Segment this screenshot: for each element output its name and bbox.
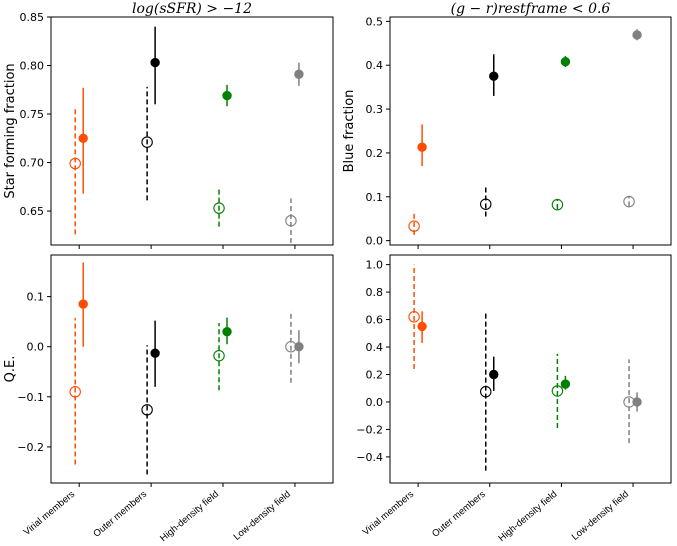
open-marker [141,136,153,148]
y-tick-label: 0.0 [366,396,384,409]
filled-marker [632,30,642,40]
y-tick-label: −0.2 [17,441,44,454]
filled-marker [560,379,571,389]
y-tick-label: 0.75 [20,108,45,121]
open-marker [213,202,225,214]
plot-frame [50,16,334,246]
y-tick-label: 0.5 [366,15,384,28]
y-tick-label: 0.2 [366,147,384,160]
filled-marker [560,57,571,67]
open-marker [551,198,564,211]
open-marker [69,157,81,170]
panel-top-left: 0.65 0.70 0.75 0.80 0.85 Star forming fractio… [3,1,334,249]
panel-bottom-right: −0.4 −0.2 0.0 0.2 0.4 0.6 0.8 1.0 Virial members… [356,254,672,544]
x-category-label: Outer members [430,489,488,540]
y-tick-label: −0.4 [356,451,383,464]
open-marker [408,311,420,323]
filled-marker [294,342,304,352]
y-tick-label: 0.80 [20,60,45,73]
x-category-label: Virial members [22,489,78,538]
open-marker [141,404,153,416]
y-tick-label: 0.65 [20,205,45,218]
y-tick-label: 0.8 [366,286,384,299]
y-tick-label: −0.1 [17,391,44,404]
filled-marker [417,142,427,152]
plot-frame [389,254,672,484]
y-tick-label: 0.4 [366,341,384,354]
y-tick-label: 0.1 [27,291,45,304]
panel-top-right: 0.0 0.1 0.2 0.3 0.4 0.5 Blue fraction (g − r)re… [342,1,672,249]
y-tick-label: 0.4 [366,59,384,72]
open-marker [408,220,420,232]
x-category-label: Low-density field [570,489,631,543]
open-marker [285,214,297,227]
y-tick-label: 0.0 [366,235,384,248]
open-marker [213,349,225,362]
open-marker [623,195,635,208]
y-tick-label: 0.6 [366,314,384,327]
panel-bottom-left: −0.2 −0.1 0.0 0.1 Virial members Outer member… [3,254,334,544]
y-tick-label: 0.2 [366,368,384,381]
filled-marker [417,321,427,332]
x-category-label: Low-density field [232,489,293,543]
open-marker [480,385,492,398]
filled-marker [78,299,88,309]
chart-title: (g − r)restframe < 0.6 [451,1,611,17]
x-category-label: High-density field [158,489,221,544]
y-tick-label: 0.70 [20,157,45,170]
x-category-label: High-density field [496,489,559,544]
filled-marker [150,348,160,358]
chart-title: log(sSFR) > −12 [132,1,252,17]
y-axis-label: Q.E. [3,356,18,383]
y-tick-label: 1.0 [366,259,384,272]
plot-frame [50,254,334,484]
y-tick-label: 0.3 [366,103,384,116]
y-axis-label: Blue fraction [342,90,357,173]
y-tick-label: 0.0 [27,341,45,354]
plot-frame [389,16,672,246]
filled-marker [222,326,232,337]
y-axis-label: Star forming fraction [3,63,18,198]
filled-marker [632,397,642,407]
x-category-label: Outer members [91,489,149,540]
open-marker [69,386,81,398]
open-marker [551,385,564,397]
y-tick-label: −0.2 [356,423,383,436]
y-tick-label: 0.85 [20,11,45,24]
filled-marker [78,133,88,143]
filled-marker [222,90,232,101]
filled-marker [489,369,499,380]
filled-marker [294,69,304,79]
x-category-label: Virial members [361,489,417,538]
filled-marker [150,57,160,68]
open-marker [480,198,492,210]
filled-marker [489,71,499,81]
y-tick-label: 0.1 [366,191,384,204]
